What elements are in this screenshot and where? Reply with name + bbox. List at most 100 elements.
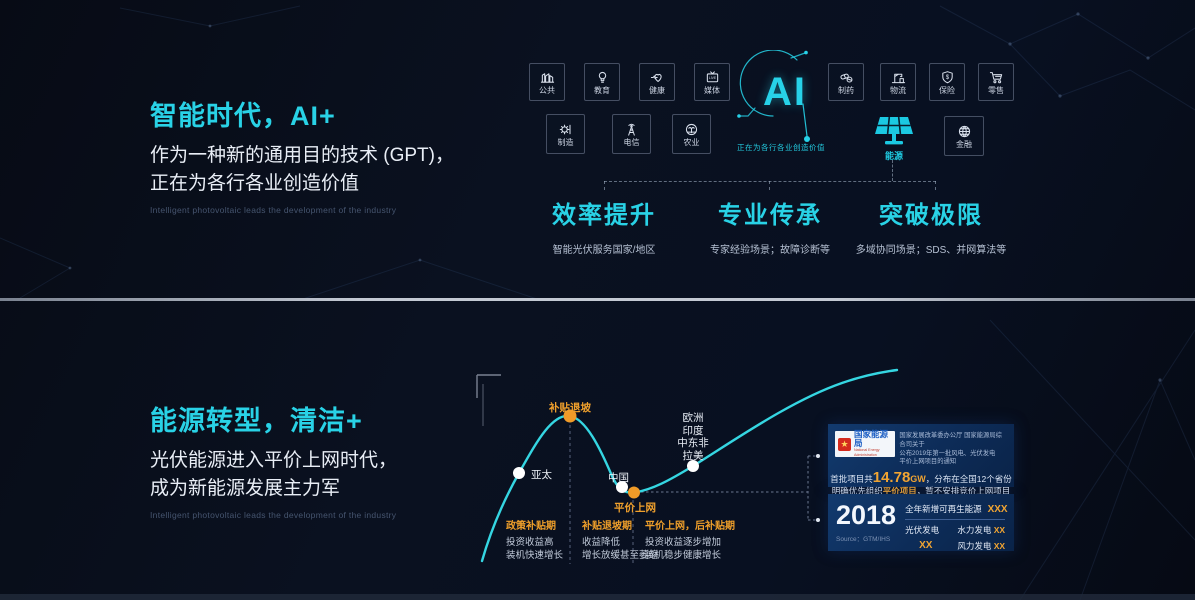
china-label: 中国	[608, 472, 629, 484]
solar-panel-icon	[875, 116, 913, 145]
phase-line: 装机稳步健康增长	[645, 550, 722, 561]
gw-value: 14.78	[872, 469, 911, 487]
industry-label: 农业	[683, 137, 700, 147]
peak-label: 补贴退坡	[549, 402, 591, 414]
grid-parity-label: 平价上网	[614, 502, 656, 514]
manufacturing-gear-icon	[559, 124, 571, 134]
wind-label: 风力发电	[957, 541, 992, 551]
bracket-drop-3	[935, 181, 936, 190]
benefit-title: 突破极限	[879, 202, 983, 229]
pv-hydro-row: 光伏发电 水力发电 XX	[905, 524, 1005, 536]
benefits-bracket-line	[604, 181, 936, 182]
industry-energy-active: 能源	[869, 115, 919, 162]
benefit-title: 效率提升	[552, 202, 656, 229]
nea-stat: 首批项目共14.78GW，分布在全国12个省份 明确优先组织平价项目，暂不安排竞…	[830, 469, 1012, 497]
ai-caption: 正在为各行各业创造价值	[737, 143, 825, 152]
top-title: 智能时代，AI+	[150, 101, 336, 131]
svg-text:$: $	[945, 74, 949, 81]
year-2018-card: 2018 Source：GTM/IHS 全年新增可再生能源 XXX 光伏发电 水力…	[828, 494, 1014, 551]
industry-label: 保险	[939, 85, 955, 95]
bottom-edge-strip	[0, 594, 1195, 600]
bottom-headline: 能源转型，清洁+ 光伏能源进入平价上网时代， 成为新能源发展主力军 Intelli…	[150, 399, 480, 520]
industry-agriculture: 农业	[672, 114, 711, 154]
top-subtitle: 作为一种新的通用目的技术 (GPT)， 正在为各行各业创造价值	[150, 145, 454, 194]
retail-cart-icon	[989, 71, 1002, 83]
pv-development-curve-chart	[476, 368, 899, 564]
bottom-caption-en: Intelligent photovoltaic leads the devel…	[150, 510, 397, 520]
industry-label: 金融	[956, 139, 972, 149]
curve-markers	[513, 409, 699, 499]
phase-title: 平价上网，后补贴期	[645, 521, 735, 532]
pv-wind-row: XX 风力发电 XX	[905, 540, 1005, 552]
industry-label: 教育	[594, 85, 610, 95]
industry-finance: 金融	[944, 116, 984, 156]
pharma-pills-icon	[839, 73, 852, 83]
industry-education: 教育	[584, 63, 620, 101]
phase-line: 增长放缓甚至萎缩	[582, 550, 659, 561]
bracket-drop-2	[769, 181, 770, 190]
ai-figure: AI	[733, 50, 845, 150]
bracket-drop-1	[604, 181, 605, 190]
industry-label: 媒体	[704, 85, 720, 95]
health-heart-icon	[650, 73, 662, 82]
telecom-tower-icon	[628, 123, 635, 136]
bottom-subtitle: 光伏能源进入平价上网时代， 成为新能源发展主力军	[150, 450, 398, 499]
benefit-subtitle: 专家经验场景；故障诊断等	[710, 245, 830, 256]
phase-grid-parity: 平价上网，后补贴期 投资收益逐步增加 装机稳步健康增长	[645, 517, 755, 562]
insurance-shield-icon: $	[941, 70, 953, 83]
ai-head-icon	[737, 50, 810, 142]
industry-logistics: 物流	[880, 63, 916, 101]
industry-retail: 零售	[978, 63, 1014, 101]
benefit-limits: 突破极限 多域协同场景；SDS、并网算法等	[816, 195, 1046, 256]
industry-health: 健康	[639, 63, 675, 101]
phase-title: 政策补贴期	[506, 521, 556, 532]
phase-subsidy: 政策补贴期 投资收益高 装机快速增长	[506, 517, 592, 562]
wind-value: XX	[993, 541, 1006, 551]
industry-label: 制造	[557, 137, 574, 147]
nea-card: ★ 国家能源局 National Energy Administration 国…	[828, 424, 1014, 496]
axis-corner	[476, 374, 501, 426]
industry-label: 电信	[623, 137, 640, 147]
phase-line: 装机快速增长	[506, 550, 564, 561]
industry-label: 物流	[890, 85, 906, 95]
industry-label: 公共	[539, 85, 555, 95]
phase-boundaries	[569, 425, 634, 564]
education-bulb-icon	[598, 71, 606, 83]
phase-title: 补贴退坡期	[582, 521, 632, 532]
phase-line: 收益降低	[582, 537, 621, 548]
benefit-subtitle: 多域协同场景；SDS、并网算法等	[855, 245, 1007, 256]
renewables-total-row: 全年新增可再生能源 XXX	[905, 503, 1008, 520]
industry-label: 制药	[838, 85, 854, 95]
benefit-subtitle: 智能光伏服务国家/地区	[552, 245, 656, 256]
top-caption-en: Intelligent photovoltaic leads the devel…	[150, 205, 397, 215]
card-connector	[641, 455, 816, 521]
industry-media: LIVE 媒体	[694, 63, 730, 101]
svg-text:LIVE: LIVE	[708, 76, 716, 80]
pv-value: XX	[919, 540, 933, 551]
industry-insurance: $ 保险	[929, 63, 965, 101]
media-tv-icon: LIVE	[706, 70, 718, 82]
nea-name-en: National Energy Administration	[854, 448, 880, 457]
industry-label: 零售	[988, 85, 1004, 95]
benefit-title: 专业传承	[718, 202, 822, 229]
logistics-crane-icon	[891, 73, 905, 83]
benefit-expertise: 专业传承 专家经验场景；故障诊断等	[655, 195, 885, 256]
asia-pacific-label: 亚太	[531, 469, 552, 481]
year-value: 2018	[836, 500, 897, 530]
phase-line: 投资收益高	[506, 537, 554, 548]
ai-word: AI	[763, 70, 807, 114]
renewables-total-value: XXX	[987, 504, 1008, 515]
hydro-value: XX	[993, 525, 1006, 535]
finance-globe-icon	[958, 125, 970, 137]
top-headline: 智能时代，AI+ 作为一种新的通用目的技术 (GPT)， 正在为各行各业创造价值 …	[150, 94, 480, 215]
regions-label: 欧洲 印度 中东非 拉美	[677, 412, 709, 462]
national-emblem-icon: ★	[838, 437, 851, 451]
nea-logo: ★ 国家能源局 National Energy Administration	[835, 429, 896, 457]
source-label: Source：GTM/IHS	[836, 536, 891, 543]
phase-decline: 补贴退坡期 收益降低 增长放缓甚至萎缩	[582, 517, 668, 562]
benefit-efficiency: 效率提升 智能光伏服务国家/地区	[489, 195, 719, 256]
energy-connector-line	[892, 160, 893, 181]
industry-label: 健康	[649, 85, 665, 95]
nea-name-cn: 国家能源局	[854, 429, 889, 448]
